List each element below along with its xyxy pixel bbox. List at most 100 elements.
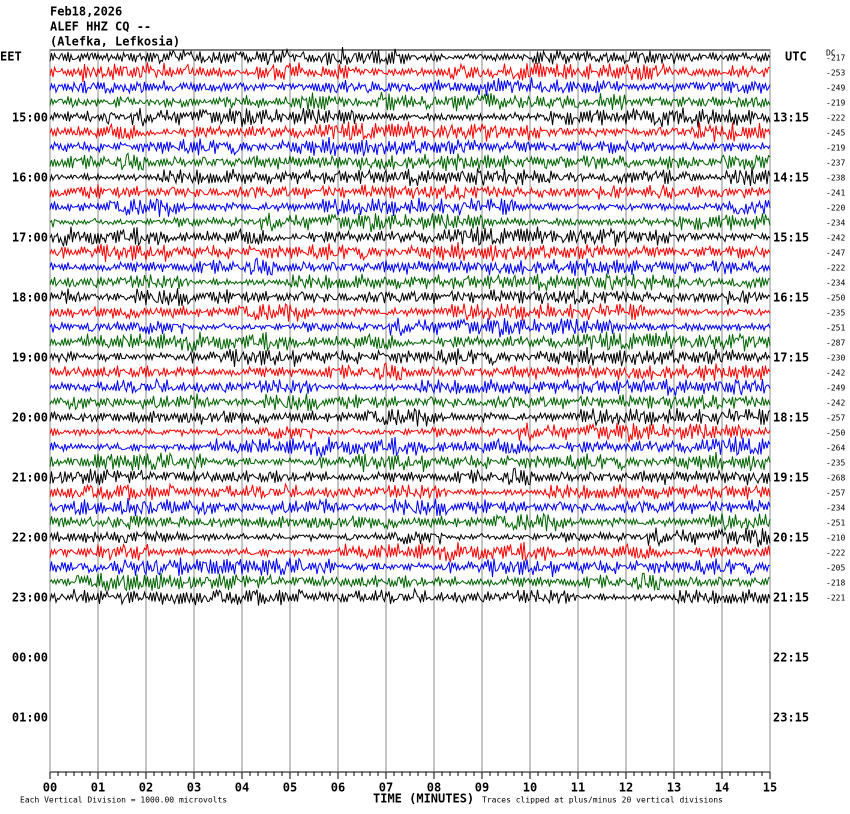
- dc-offset: -251: [826, 519, 845, 528]
- dc-offset: -237: [826, 159, 845, 168]
- dc-offset: -234: [826, 504, 845, 513]
- trace: [49, 184, 771, 201]
- trace: [49, 47, 771, 66]
- right-time-label: 15:15: [773, 231, 809, 245]
- x-tick-label: 11: [571, 781, 585, 795]
- x-tick-label: 13: [667, 781, 681, 795]
- left-time-label: 15:00: [12, 111, 48, 125]
- right-time-label: 16:15: [773, 291, 809, 305]
- left-time-label: 01:00: [12, 711, 48, 725]
- dc-offset: -245: [826, 129, 845, 138]
- dc-offset: -242: [826, 399, 845, 408]
- dc-offset: -230: [826, 354, 845, 363]
- title-location: (Alefka, Lefkosia): [50, 35, 180, 49]
- trace: [49, 436, 771, 459]
- dc-offset: -250: [826, 429, 845, 438]
- right-time-label: 19:15: [773, 471, 809, 485]
- trace: [49, 572, 771, 592]
- dc-offset: -251: [826, 324, 845, 333]
- left-time-label: 17:00: [12, 231, 48, 245]
- x-tick-label: 04: [235, 781, 249, 795]
- x-tick-label: 00: [43, 781, 57, 795]
- dc-offset: -218: [826, 579, 845, 588]
- x-tick-label: 14: [715, 781, 729, 795]
- trace: [49, 497, 771, 517]
- trace: [49, 91, 771, 112]
- footer-right: Traces clipped at plus/minus 20 vertical…: [482, 796, 723, 805]
- trace: [49, 482, 771, 501]
- trace: [49, 257, 771, 276]
- trace: [49, 121, 771, 143]
- x-tick-label: 07: [379, 781, 393, 795]
- trace: [49, 77, 771, 97]
- right-time-label: 18:15: [773, 411, 809, 425]
- trace: [49, 136, 771, 157]
- left-time-label: 16:00: [12, 171, 48, 185]
- right-time-label: 22:15: [773, 651, 809, 665]
- dc-offset: -210: [826, 534, 845, 543]
- dc-offset: -222: [826, 264, 845, 273]
- x-tick-label: 10: [523, 781, 537, 795]
- trace: [49, 241, 771, 262]
- left-time-label: 18:00: [12, 291, 48, 305]
- dc-offset: -264: [826, 444, 845, 453]
- trace: [49, 212, 771, 233]
- trace: [49, 407, 771, 428]
- dc-offset: -253: [826, 69, 845, 78]
- dc-offset: -249: [826, 84, 845, 93]
- trace: [49, 152, 771, 172]
- x-tick-label: 12: [619, 781, 633, 795]
- right-time-label: 20:15: [773, 531, 809, 545]
- plot-frame: [49, 49, 771, 773]
- trace: [49, 317, 771, 338]
- x-tick-label: 03: [187, 781, 201, 795]
- trace: [49, 527, 771, 548]
- left-zone: EET: [0, 50, 22, 64]
- dc-offset: -241: [826, 189, 845, 198]
- trace: [49, 422, 771, 443]
- trace: [49, 512, 771, 532]
- dc-offset: -257: [826, 414, 845, 423]
- trace: [49, 452, 771, 473]
- trace: [49, 107, 771, 128]
- trace: [49, 167, 771, 187]
- dc-offset: -268: [826, 474, 845, 483]
- trace: [49, 346, 771, 368]
- left-time-label: 22:00: [12, 531, 48, 545]
- dc-offset: -234: [826, 219, 845, 228]
- x-tick-label: 02: [139, 781, 153, 795]
- x-tick-label: 08: [427, 781, 441, 795]
- right-time-label: 14:15: [773, 171, 809, 185]
- trace: [49, 587, 771, 606]
- dc-offset: -250: [826, 294, 845, 303]
- right-time-label: 23:15: [773, 711, 809, 725]
- dc-offset: -235: [826, 459, 845, 468]
- trace: [49, 62, 771, 82]
- dc-offset: -205: [826, 564, 845, 573]
- footer-left: Each Vertical Division = 1000.00 microvo…: [20, 796, 227, 805]
- dc-offset: -287: [826, 339, 845, 348]
- trace: [49, 331, 771, 354]
- right-time-label: 13:15: [773, 111, 809, 125]
- dc-offset: -219: [826, 99, 845, 108]
- left-time-label: 23:00: [12, 591, 48, 605]
- dc-offset: -217: [826, 54, 845, 63]
- right-time-label: 17:15: [773, 351, 809, 365]
- trace: [49, 467, 771, 486]
- trace: [49, 377, 771, 396]
- right-time-label: 21:15: [773, 591, 809, 605]
- dc-heading: DC: [826, 49, 836, 58]
- dc-offset: -238: [826, 174, 845, 183]
- x-tick-label: 06: [331, 781, 345, 795]
- dc-offset: -247: [826, 249, 845, 258]
- trace: [49, 226, 771, 247]
- dc-offset: -222: [826, 114, 845, 123]
- trace: [49, 541, 771, 563]
- title-date: Feb18,2026: [50, 5, 122, 19]
- left-time-label: 20:00: [12, 411, 48, 425]
- left-time-label: 21:00: [12, 471, 48, 485]
- trace: [49, 302, 771, 322]
- trace: [49, 272, 771, 291]
- title-station: ALEF HHZ CQ --: [50, 20, 151, 34]
